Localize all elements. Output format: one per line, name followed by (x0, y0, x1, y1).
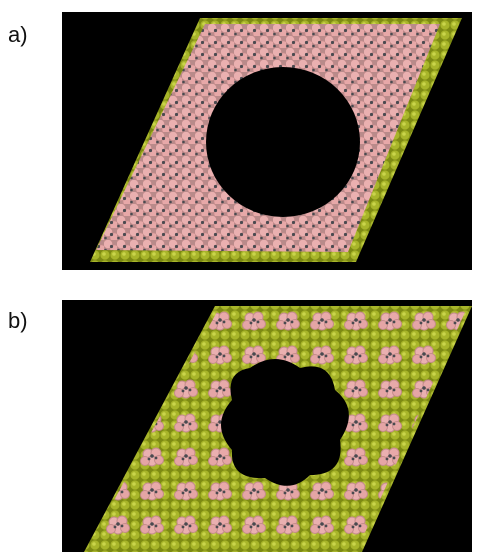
page: a) b) (() => { const data = JSON.parse(d… (0, 0, 479, 552)
figure: a) b) (0, 0, 479, 552)
panel-label: a) (8, 22, 28, 47)
panel-label: b) (8, 308, 28, 333)
